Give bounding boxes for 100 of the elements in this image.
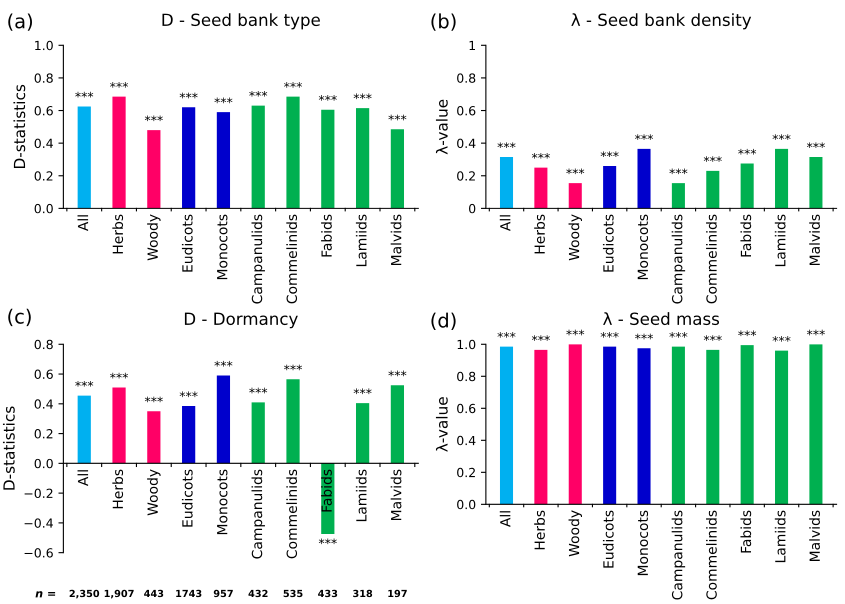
bar bbox=[252, 106, 265, 208]
data-label: *** bbox=[284, 82, 302, 88]
x-tick-label: Herbs bbox=[534, 510, 545, 550]
data-label: *** bbox=[738, 148, 756, 155]
data-label: *** bbox=[354, 93, 372, 100]
x-tick-label: Woody bbox=[568, 510, 582, 556]
chart-title: D - Seed bank type bbox=[162, 13, 320, 30]
data-label: *** bbox=[600, 332, 619, 338]
y-tick-label: 0.6 bbox=[457, 404, 476, 414]
x-tick-label: All bbox=[500, 511, 510, 528]
text: (b) bbox=[431, 13, 456, 31]
y-axis-title: D-statistics bbox=[2, 406, 15, 490]
bar bbox=[740, 345, 754, 504]
y-axis-title: λ-value bbox=[436, 100, 448, 154]
x-tick-label: Campanulids bbox=[672, 510, 686, 600]
x-tick-label: Fabids bbox=[321, 470, 332, 512]
bar bbox=[775, 350, 788, 504]
data-label: *** bbox=[532, 152, 550, 159]
x-tick-label: Eudicots bbox=[602, 510, 614, 568]
bar bbox=[78, 396, 91, 464]
bar bbox=[809, 157, 822, 208]
bar bbox=[603, 346, 616, 504]
y-tick-label: 0.6 bbox=[457, 106, 476, 116]
bar bbox=[321, 110, 334, 208]
data-label: *** bbox=[635, 334, 654, 340]
data-label: *** bbox=[110, 372, 128, 378]
x-tick-label: Campanulids bbox=[252, 214, 265, 304]
x-tick-label: Woody bbox=[147, 214, 161, 260]
y-tick-label: 0.2 bbox=[34, 171, 52, 181]
y-axis-title: D-statistics bbox=[13, 84, 26, 168]
data-label: *** bbox=[214, 98, 232, 104]
bar bbox=[534, 168, 548, 208]
text: (d) bbox=[431, 312, 456, 330]
x-tick-label: Malvids bbox=[390, 214, 402, 266]
data-label: *** bbox=[144, 115, 163, 122]
bar bbox=[672, 346, 685, 504]
text: 957 bbox=[214, 590, 233, 598]
text: 432 bbox=[248, 590, 268, 598]
data-label: *** bbox=[318, 538, 337, 544]
y-tick-label: 0.4 bbox=[34, 138, 53, 148]
data-label: *** bbox=[806, 142, 825, 148]
y-tick-label: 0.6 bbox=[34, 370, 53, 379]
data-label: *** bbox=[249, 388, 268, 394]
y-tick-label: 0.0 bbox=[34, 458, 53, 468]
data-label: *** bbox=[388, 370, 406, 376]
y-tick-label: 0.8 bbox=[34, 340, 53, 350]
x-tick-label: Monocots bbox=[217, 214, 228, 280]
bar bbox=[637, 148, 651, 208]
x-tick-label: Woody bbox=[147, 469, 161, 516]
x-tick-label: Malvids bbox=[390, 470, 402, 520]
y-axis-title: λ-value bbox=[436, 397, 448, 452]
bar bbox=[740, 164, 754, 208]
x-tick-label: Monocots bbox=[638, 214, 648, 280]
bar bbox=[568, 344, 582, 504]
x-tick-label: Lamiids bbox=[774, 510, 786, 562]
y-tick-label: 0.6 bbox=[34, 106, 53, 116]
text: n = bbox=[36, 591, 56, 598]
x-tick-label: Eudicots bbox=[602, 214, 614, 272]
data-label: *** bbox=[738, 330, 756, 336]
x-tick-label: All bbox=[78, 470, 88, 486]
bar bbox=[182, 107, 196, 208]
x-tick-label: Eudicots bbox=[182, 214, 193, 272]
y-tick-label: 0.4 bbox=[457, 138, 476, 148]
y-tick-label: 0.4 bbox=[457, 436, 476, 446]
bar bbox=[147, 411, 160, 464]
x-tick-label: Lamiids bbox=[356, 214, 367, 266]
data-label: *** bbox=[532, 335, 550, 341]
bar bbox=[603, 166, 616, 208]
data-label: *** bbox=[635, 134, 654, 140]
y-tick-label: 0.8 bbox=[457, 372, 476, 382]
data-label: *** bbox=[214, 360, 232, 367]
x-tick-label: Malvids bbox=[809, 214, 820, 266]
bar bbox=[568, 183, 582, 208]
data-label: *** bbox=[669, 332, 688, 338]
bar bbox=[216, 376, 230, 464]
x-tick-label: All bbox=[78, 215, 88, 232]
x-tick-label: Commelinids bbox=[706, 214, 717, 304]
text: 1,907 bbox=[104, 590, 134, 598]
bar bbox=[78, 106, 91, 208]
bar bbox=[390, 385, 404, 464]
data-label: *** bbox=[704, 335, 722, 341]
bar bbox=[356, 108, 370, 208]
data-label: *** bbox=[772, 134, 791, 140]
data-label: *** bbox=[704, 156, 722, 162]
y-tick-label: 1.0 bbox=[458, 340, 476, 350]
text: 197 bbox=[388, 590, 407, 598]
data-label: *** bbox=[498, 332, 516, 338]
bar bbox=[216, 112, 230, 208]
text: 433 bbox=[318, 590, 338, 598]
y-tick-label: 0 bbox=[469, 204, 476, 214]
data-label: *** bbox=[772, 336, 791, 342]
bar bbox=[637, 348, 651, 504]
y-tick-label: −0.4 bbox=[24, 518, 53, 528]
data-label: *** bbox=[806, 330, 825, 336]
text: 2,350 bbox=[70, 590, 100, 598]
bar bbox=[252, 402, 265, 464]
chart-title: λ - Seed bank density bbox=[571, 13, 752, 30]
x-tick-label: Lamiids bbox=[774, 214, 786, 266]
bar bbox=[147, 130, 160, 208]
y-tick-label: 0.0 bbox=[457, 500, 476, 510]
